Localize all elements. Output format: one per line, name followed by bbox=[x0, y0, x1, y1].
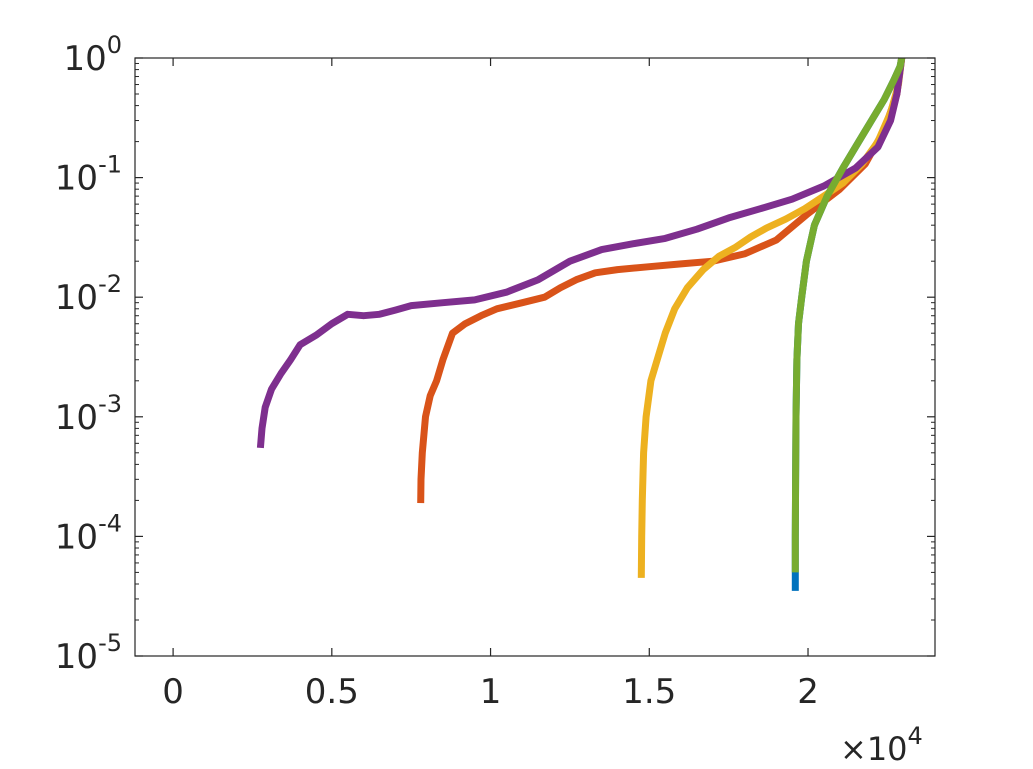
x-axis-multiplier: ×104 bbox=[840, 722, 923, 768]
y-tick-label: 10-4 bbox=[55, 509, 122, 557]
y-tick-label: 100 bbox=[63, 31, 122, 79]
y-tick-label: 10-2 bbox=[55, 270, 122, 318]
series-line-5 bbox=[791, 57, 906, 573]
tick-labels-layer: 0 0.5 1 1.5 2 100 10-1 10-2 10-3 10-4 10-5 bbox=[55, 31, 819, 712]
ticks-layer bbox=[135, 57, 935, 657]
y-tick-label: 10-5 bbox=[55, 629, 122, 677]
x-tick-label: 0 bbox=[162, 672, 184, 712]
x-tick-label: 1 bbox=[480, 672, 502, 712]
x-tick-label: 2 bbox=[797, 672, 819, 712]
y-tick-label: 10-1 bbox=[55, 151, 122, 199]
x-tick-label: 1.5 bbox=[622, 672, 676, 712]
plot-frame bbox=[134, 57, 936, 657]
series-line-4 bbox=[256, 57, 906, 449]
series-layer bbox=[256, 57, 906, 591]
y-tick-label: 10-3 bbox=[55, 390, 122, 438]
plot-background bbox=[135, 58, 935, 656]
x-tick-label: 0.5 bbox=[305, 672, 359, 712]
